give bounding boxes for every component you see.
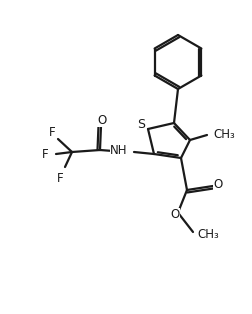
Text: O: O (97, 113, 107, 127)
Text: CH₃: CH₃ (213, 127, 235, 140)
Text: F: F (57, 171, 63, 185)
Text: O: O (213, 178, 223, 192)
Text: F: F (42, 148, 48, 160)
Text: CH₃: CH₃ (197, 228, 219, 241)
Text: S: S (137, 117, 145, 131)
Text: F: F (49, 126, 55, 138)
Text: NH: NH (110, 144, 127, 158)
Text: O: O (170, 208, 180, 220)
